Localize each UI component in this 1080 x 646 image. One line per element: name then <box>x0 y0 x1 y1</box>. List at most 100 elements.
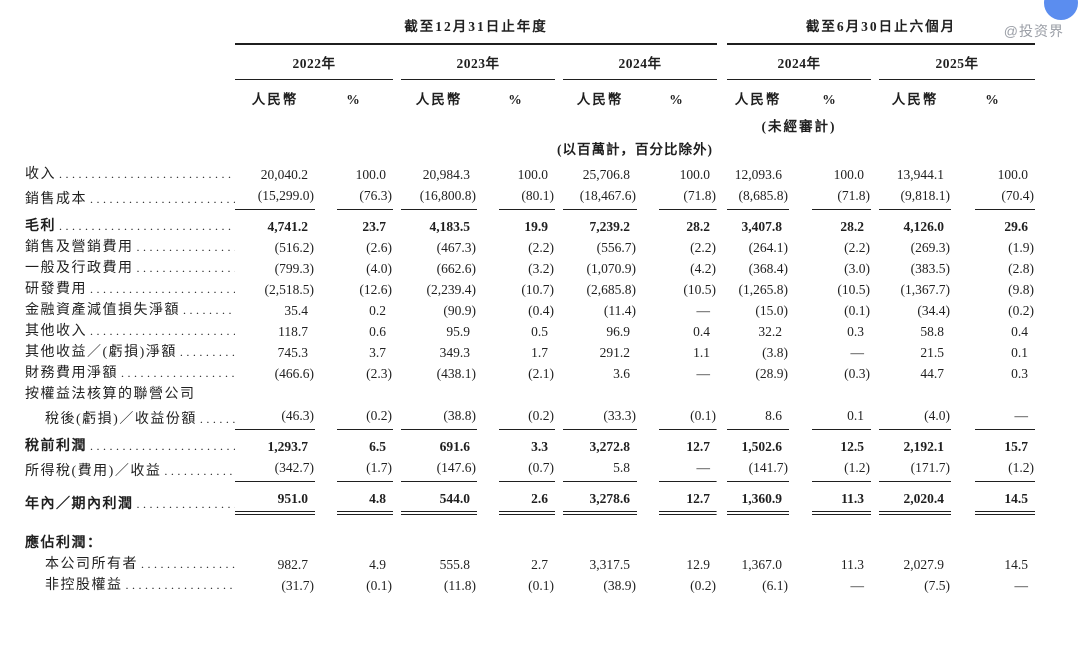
percent-value: (2.6) <box>366 240 392 255</box>
column-gap <box>393 342 401 363</box>
rmb-value: 3,317.5 <box>589 557 631 572</box>
row-label-text: 毛利 <box>25 219 56 234</box>
percent-value: 0.4 <box>1011 324 1029 339</box>
column-gap <box>555 237 563 258</box>
row-label: 本公司所有者 <box>25 554 235 575</box>
percent-value: 3.3 <box>531 439 548 454</box>
percent-value: (0.2) <box>477 405 555 430</box>
rmb-value: 951.0 <box>235 482 315 515</box>
table-row: 本公司所有者 982.7 4.9 555.8 2.7 3,317.5 12.9 1,367.0… <box>25 554 1035 575</box>
rmb-value: (342.7) <box>235 457 315 482</box>
rmb-value: (2,685.8) <box>586 282 637 297</box>
rmb-value: 7,239.2 <box>589 219 631 234</box>
blue-circle-decoration <box>1044 0 1078 20</box>
column-gap <box>871 363 879 384</box>
row-label-text: 本公司所有者 <box>45 557 138 572</box>
percent-value: (0.1) <box>844 303 870 318</box>
percent-value: (3.0) <box>844 261 870 276</box>
table-row: 毛利 4,741.2 23.7 4,183.5 19.9 7,239.2 28.2 3,407… <box>25 210 1035 237</box>
rmb-value: (1,265.8) <box>738 282 789 297</box>
dot-leader <box>90 321 235 342</box>
year-header-2023: 2023年 <box>401 45 555 80</box>
percent-value: (0.7) <box>477 457 555 482</box>
percent-value: 4.9 <box>369 557 386 572</box>
rmb-value: 982.7 <box>277 557 308 572</box>
period-header-interim: 截至6月30日止六個月 <box>727 12 1036 45</box>
dot-leader <box>126 575 236 596</box>
column-gap <box>555 405 563 430</box>
dot-leader <box>90 436 235 457</box>
column-gap <box>555 482 563 515</box>
rmb-value: 95.9 <box>446 324 470 339</box>
row-label-text: 財務費用淨額 <box>25 366 118 381</box>
column-gap <box>871 342 879 363</box>
rmb-value: (264.1) <box>748 240 788 255</box>
rmb-value: (556.7) <box>596 240 636 255</box>
row-label: 其他收入 <box>25 321 235 342</box>
percent-value: (0.1) <box>528 578 554 593</box>
rmb-value: (15.0) <box>755 303 788 318</box>
rmb-value: 32.2 <box>758 324 782 339</box>
row-label-text: 銷售成本 <box>25 192 87 207</box>
rmb-value: 3,407.8 <box>741 219 783 234</box>
rmb-value: 12,093.6 <box>734 167 782 182</box>
table-row: 金融資產減值損失淨額 35.4 0.2 (90.9) (0.4) (11.4) — (15.0… <box>25 300 1035 321</box>
percent-value: — <box>1014 578 1029 593</box>
unit-note: (以百萬計，百分比除外) <box>557 142 713 157</box>
row-label: 收入 <box>25 164 235 185</box>
row-label: 所得稅(費用)／收益 <box>25 457 235 482</box>
table-row: 研發費用 (2,518.5) (12.6) (2,239.4) (10.7) (2,685… <box>25 279 1035 300</box>
row-label-text: 金融資產減值損失淨額 <box>25 303 180 318</box>
percent-value: 100.0 <box>833 167 864 182</box>
dot-leader <box>90 279 235 300</box>
period-header-annual: 截至12月31日止年度 <box>235 12 717 45</box>
percent-value: (71.8) <box>789 185 871 210</box>
percent-value: 23.7 <box>362 219 386 234</box>
dot-leader <box>137 237 236 258</box>
column-gap <box>871 405 879 430</box>
rmb-value: 35.4 <box>284 303 308 318</box>
rmb-value: (90.9) <box>443 303 476 318</box>
column-gap <box>555 210 563 237</box>
row-label: 年內／期內利潤 <box>25 482 235 515</box>
row-label-text: 稅前利潤 <box>25 439 87 454</box>
row-label: 銷售及營銷費用 <box>25 237 235 258</box>
table-row: 按權益法核算的聯營公司 <box>25 384 1035 405</box>
column-gap <box>717 342 727 363</box>
rmb-value: (466.6) <box>274 366 314 381</box>
percent-value: 4.8 <box>315 482 393 515</box>
column-gap <box>717 210 727 237</box>
row-label: 銷售成本 <box>25 185 235 210</box>
column-gap <box>393 482 401 515</box>
percent-value: (2.2) <box>844 240 870 255</box>
column-gap <box>871 237 879 258</box>
table-row: 非控股權益 (31.7) (0.1) (11.8) (0.1) (38.9) (0.2) (6… <box>25 575 1035 596</box>
rmb-value: 20,040.2 <box>260 167 308 182</box>
rmb-value: (171.7) <box>879 457 951 482</box>
year-header-2024: 2024年 <box>563 45 717 80</box>
percent-value: 0.5 <box>531 324 548 339</box>
dot-leader <box>59 164 235 185</box>
percent-header: % <box>822 92 838 107</box>
column-gap <box>717 554 727 575</box>
row-label-text: 稅後(虧損)／收益份額 <box>45 412 197 427</box>
row-label-text: 一般及行政費用 <box>25 261 134 276</box>
rmb-value: (33.3) <box>563 405 637 430</box>
watermark-text: @投资界 <box>1003 23 1064 39</box>
rmb-value: 555.8 <box>439 557 470 572</box>
percent-header: % <box>985 92 1001 107</box>
percent-value: (80.1) <box>477 185 555 210</box>
percent-value: 0.3 <box>847 324 864 339</box>
dot-leader <box>59 216 235 237</box>
currency-header: 人民幣 <box>251 92 299 107</box>
rmb-value: (16,800.8) <box>401 185 477 210</box>
dot-leader <box>121 363 235 384</box>
rmb-value: 349.3 <box>439 345 470 360</box>
column-gap <box>871 210 879 237</box>
percent-value: (76.3) <box>315 185 393 210</box>
percent-value: (1.7) <box>315 457 393 482</box>
row-label: 毛利 <box>25 210 235 237</box>
rmb-value: (6.1) <box>762 578 788 593</box>
percent-value: 2.7 <box>531 557 548 572</box>
percent-value: 100.0 <box>679 167 710 182</box>
